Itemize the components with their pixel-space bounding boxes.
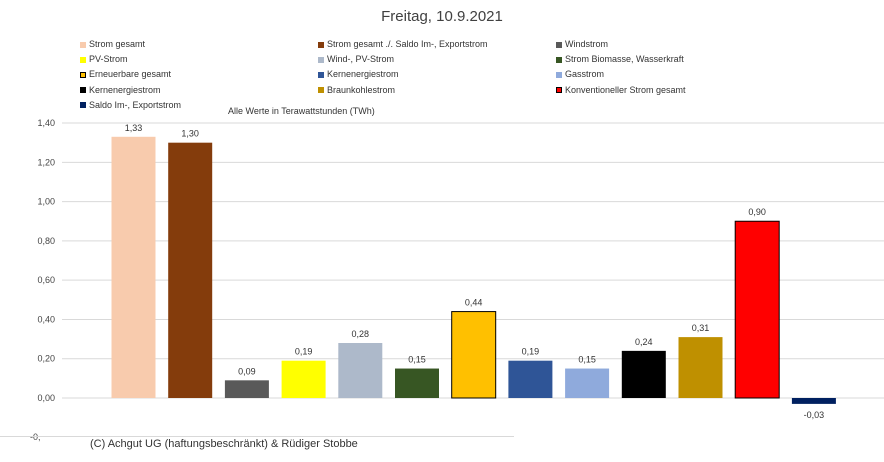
y-tick-label: 0,80 xyxy=(37,236,55,246)
bar xyxy=(168,142,213,398)
data-label: 0,19 xyxy=(295,347,313,357)
legend-swatch xyxy=(556,41,562,48)
bar xyxy=(338,343,383,398)
data-label: 1,33 xyxy=(125,123,143,133)
legend-swatch xyxy=(80,87,86,94)
legend-item: Braunkohlestrom xyxy=(318,85,395,96)
data-label: 0,31 xyxy=(692,323,710,333)
legend-label: Windstrom xyxy=(565,39,609,49)
data-label: 1,30 xyxy=(181,129,199,139)
bar xyxy=(224,380,269,398)
legend-item: Wind-, PV-Strom xyxy=(318,54,394,65)
legend-label: Erneuerbare gesamt xyxy=(89,69,172,80)
legend-swatch xyxy=(80,72,86,79)
legend-swatch xyxy=(318,72,324,79)
data-label: 0,15 xyxy=(578,355,596,365)
legend-item: PV-Strom xyxy=(80,54,128,65)
bar xyxy=(791,398,836,404)
legend-label: Gasstrom xyxy=(565,69,605,80)
legend-swatch xyxy=(80,41,86,48)
y-tick-label: 0,40 xyxy=(37,314,55,324)
legend-swatch xyxy=(318,41,324,48)
legend-item: Windstrom xyxy=(556,39,608,50)
legend-label: Kernenergiestrom xyxy=(89,84,161,95)
legend-item: Kernenergiestrom xyxy=(80,85,161,96)
y-tick-label-negative: -0, xyxy=(30,432,41,442)
y-tick-label: 0,60 xyxy=(37,275,55,285)
legend-label: Strom Biomasse, Wasserkraft xyxy=(565,54,684,65)
y-tick-label: 1,20 xyxy=(37,157,55,167)
bar xyxy=(395,368,439,398)
bar xyxy=(508,360,553,398)
bar xyxy=(678,337,723,398)
legend-item: Saldo Im-, Exportstrom xyxy=(80,100,181,111)
legend-swatch xyxy=(318,87,324,94)
bar xyxy=(565,368,610,398)
bar xyxy=(621,350,666,398)
legend-swatch xyxy=(80,56,86,63)
legend-swatch xyxy=(556,87,562,94)
legend-label: Konventioneller Strom gesamt xyxy=(565,84,686,95)
data-label: 0,15 xyxy=(408,355,426,365)
legend-item: Erneuerbare gesamt xyxy=(80,69,171,80)
bar xyxy=(451,311,497,399)
footer-divider xyxy=(0,436,514,437)
legend-label: PV-Strom xyxy=(89,54,128,65)
legend-swatch xyxy=(318,56,324,63)
legend-label: Kernenergiestrom xyxy=(327,69,399,80)
data-label: 0,24 xyxy=(635,337,653,347)
legend-label: Strom gesamt ./. Saldo Im-, Exportstrom xyxy=(327,39,488,49)
copyright-credit: (C) Achgut UG (haftungsbeschränkt) & Rüd… xyxy=(90,438,358,450)
data-label: -0,03 xyxy=(804,410,825,420)
chart-subtitle: Alle Werte in Terawattstunden (TWh) xyxy=(228,106,375,116)
chart-title: Freitag, 10.9.2021 xyxy=(381,8,503,25)
data-label: 0,19 xyxy=(522,347,540,357)
legend-swatch xyxy=(80,102,86,109)
legend-item: Strom gesamt xyxy=(80,39,145,50)
legend-item: Strom Biomasse, Wasserkraft xyxy=(556,54,684,65)
legend-item: Gasstrom xyxy=(556,69,604,80)
legend-item: Konventioneller Strom gesamt xyxy=(556,85,686,96)
y-tick-label: 0,00 xyxy=(37,393,55,403)
data-label: 0,09 xyxy=(238,366,256,376)
legend-label: Strom gesamt xyxy=(89,39,146,49)
bar xyxy=(281,360,326,398)
legend-item: Strom gesamt ./. Saldo Im-, Exportstrom xyxy=(318,39,488,50)
legend-label: Wind-, PV-Strom xyxy=(327,54,395,65)
y-tick-label: 1,00 xyxy=(37,197,55,207)
legend-label: Saldo Im-, Exportstrom xyxy=(89,99,182,110)
legend-swatch xyxy=(556,56,562,63)
legend-swatch xyxy=(556,72,562,79)
y-tick-label: 1,40 xyxy=(37,118,55,128)
data-label: 0,90 xyxy=(748,207,766,217)
data-label: 0,44 xyxy=(465,298,483,308)
bar xyxy=(111,136,156,398)
bar xyxy=(734,220,780,399)
legend-item: Kernenergiestrom xyxy=(318,69,399,80)
data-label: 0,28 xyxy=(352,329,370,339)
legend-label: Braunkohlestrom xyxy=(327,84,396,95)
y-tick-label: 0,20 xyxy=(37,354,55,364)
